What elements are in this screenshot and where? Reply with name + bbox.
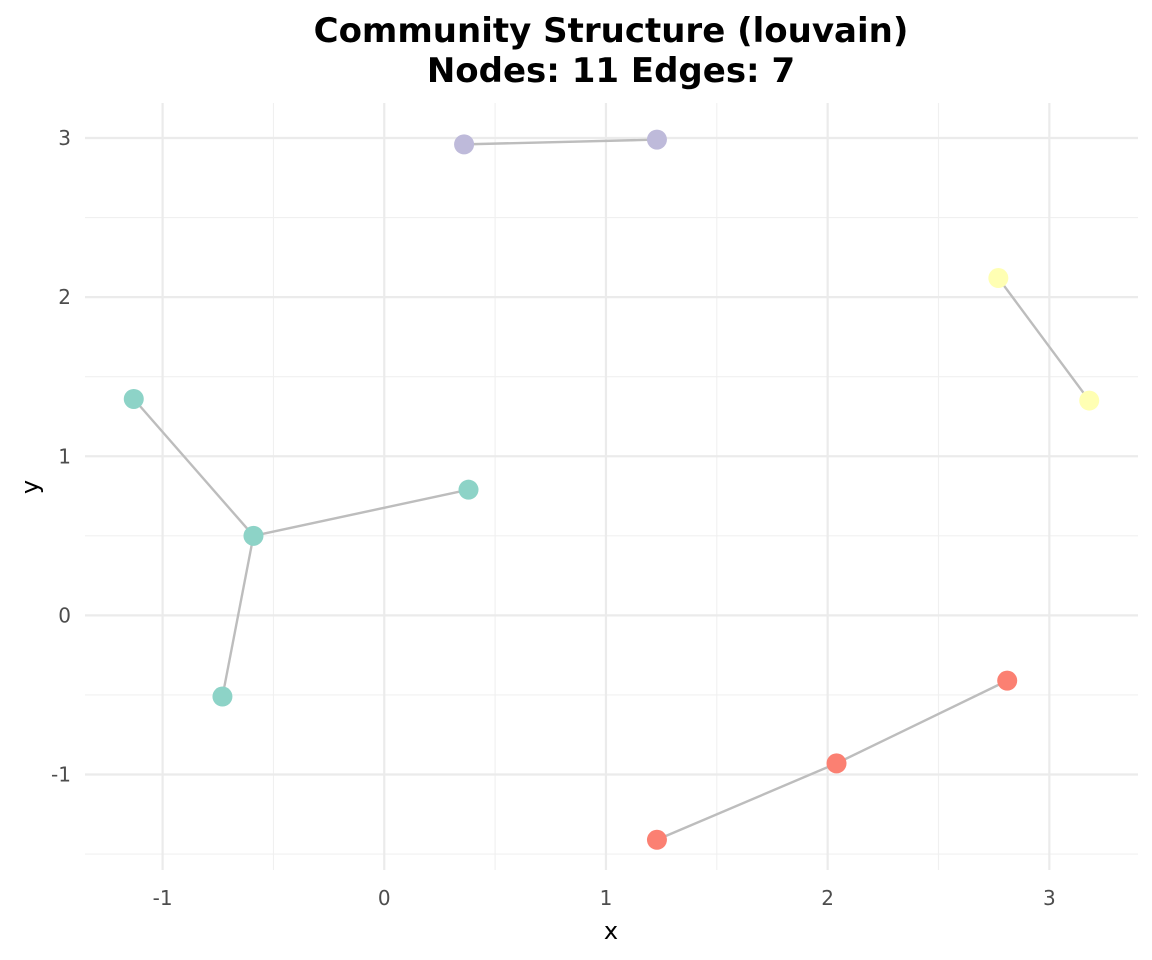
y-tick-label: -1: [51, 763, 71, 787]
edge-line: [132, 398, 255, 537]
node-point: [646, 129, 667, 150]
y-tick-label: 1: [58, 444, 71, 468]
edge-line: [997, 277, 1091, 402]
node-point: [212, 686, 233, 707]
node-point: [243, 525, 264, 546]
node-point: [123, 388, 144, 409]
chart-subtitle: Nodes: 11 Edges: 7: [427, 51, 795, 91]
edge-line: [253, 488, 469, 538]
node-point: [646, 829, 667, 850]
edges: [132, 138, 1091, 841]
edge-line: [221, 535, 255, 697]
grid-lines: [85, 103, 1138, 870]
node-point: [1079, 390, 1100, 411]
x-tick-label: 2: [821, 886, 834, 910]
node-point: [997, 670, 1018, 691]
edge-line: [835, 679, 1008, 765]
y-tick-label: 0: [58, 603, 71, 627]
node-point: [454, 134, 475, 155]
y-tick-label: 3: [58, 126, 71, 150]
x-axis-title: x: [604, 917, 618, 945]
edge-line: [464, 138, 657, 146]
x-axis-ticks: -1 0 1 2 3: [153, 886, 1056, 910]
x-tick-label: -1: [153, 886, 173, 910]
node-point: [988, 268, 1009, 289]
y-axis-title: y: [16, 480, 44, 494]
x-tick-label: 0: [378, 886, 391, 910]
edge-line: [656, 762, 837, 841]
x-tick-label: 3: [1043, 886, 1056, 910]
nodes: [123, 129, 1100, 850]
x-tick-label: 1: [600, 886, 613, 910]
node-point: [458, 479, 479, 500]
node-point: [826, 753, 847, 774]
y-tick-label: 2: [58, 285, 71, 309]
chart-title: Community Structure (louvain): [314, 11, 909, 51]
y-axis-ticks: -1 0 1 2 3: [51, 126, 71, 787]
